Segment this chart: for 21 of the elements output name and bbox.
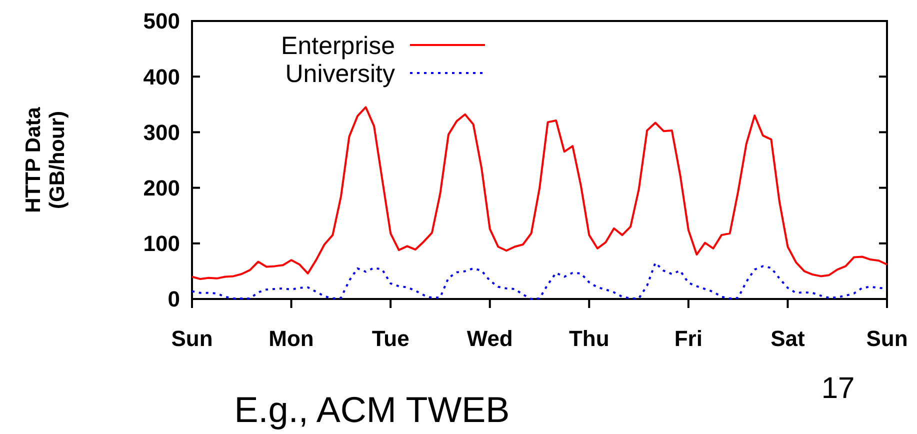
line-series xyxy=(191,106,888,280)
y-tick-label: 500 xyxy=(143,8,180,34)
x-tick-label: Thu xyxy=(568,326,610,351)
x-tick-label: Wed xyxy=(466,326,513,351)
y-tick-label: 200 xyxy=(143,176,180,200)
y-tick-label: 0 xyxy=(168,286,180,312)
legend-label: Enterprise xyxy=(281,32,395,60)
y-axis-title: HTTP Data (GB/hour) xyxy=(22,106,69,213)
line-series xyxy=(191,262,888,300)
x-tick-label: Mon xyxy=(268,326,314,351)
text: 17 xyxy=(821,372,855,405)
x-tick-label: Sun xyxy=(866,326,908,351)
y-tick-label: 400 xyxy=(143,64,180,90)
legend-label: University xyxy=(285,60,396,88)
text: E.g., ACM TWEB xyxy=(234,389,510,430)
x-tick-label: Sun xyxy=(171,326,213,351)
x-tick-label: Sat xyxy=(770,326,806,351)
x-tick-label: Tue xyxy=(372,326,410,351)
x-tick-label: Fri xyxy=(674,326,702,351)
y-tick-label: 300 xyxy=(143,120,180,145)
y-tick-label: 100 xyxy=(143,231,180,256)
